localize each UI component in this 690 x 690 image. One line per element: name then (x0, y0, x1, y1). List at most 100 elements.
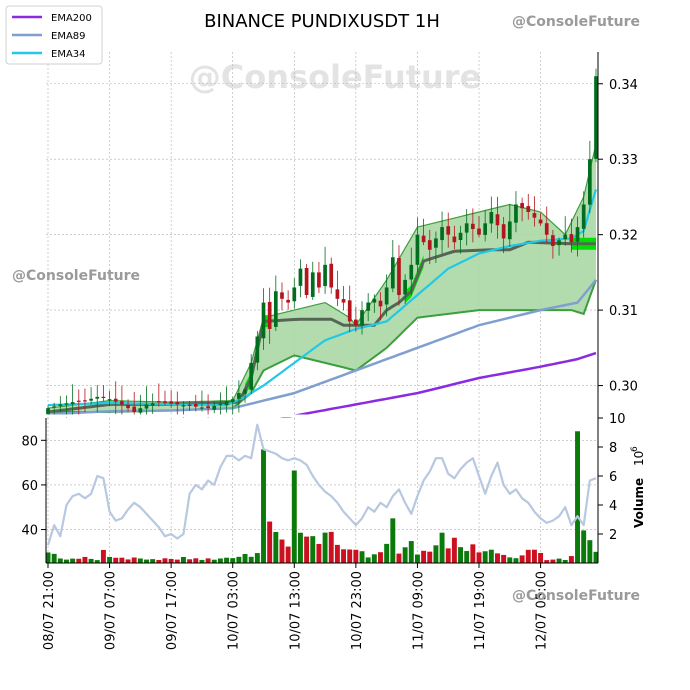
watermark-top-right: @ConsoleFuture (512, 14, 640, 30)
volume-bar (70, 558, 76, 563)
volume-axis-label: Volume 10 6 (630, 446, 646, 528)
volume-bar (575, 431, 580, 563)
candle (224, 386, 229, 413)
candle-body (434, 238, 438, 248)
volume-bar (519, 555, 525, 563)
volume-bar (445, 548, 451, 563)
volume-bar (322, 532, 328, 563)
volume-bar (378, 552, 383, 563)
candle (397, 245, 401, 306)
volume-bar (279, 539, 285, 563)
volume-bar (581, 530, 587, 563)
volume-bar (310, 536, 316, 563)
candle (384, 274, 389, 317)
volume-bar (57, 558, 63, 563)
ema200-line (279, 351, 597, 418)
candle-body (200, 407, 204, 409)
volume-bar (107, 556, 113, 563)
volume-bar (353, 549, 359, 563)
volume-bar (507, 557, 513, 563)
candle (212, 401, 217, 413)
candle (403, 274, 407, 304)
candle-body (230, 399, 235, 403)
volume-bar (359, 551, 365, 563)
time-tick-label: 11/07 19:00 (473, 571, 488, 650)
candle-body (156, 401, 161, 403)
volume-tick-label: 10 (609, 412, 626, 427)
volume-bar (470, 544, 476, 563)
price-tick-label: 0.33 (609, 153, 638, 168)
candle (267, 287, 272, 344)
candle (120, 385, 124, 416)
candle (452, 225, 457, 250)
candle (46, 405, 50, 418)
candle-body (138, 408, 143, 413)
price-tick-label: 0.32 (609, 229, 638, 244)
legend: EMA200 EMA89 EMA34 (5, 5, 103, 65)
candle-body (587, 159, 592, 205)
price-tick-label: 0.30 (609, 380, 638, 395)
candle (587, 140, 592, 214)
candle (126, 399, 130, 413)
candle (471, 208, 475, 243)
volume-bar (593, 551, 598, 563)
candle (101, 385, 106, 402)
candle-body (120, 401, 124, 405)
candle (163, 390, 167, 406)
candle (354, 306, 358, 332)
candle-body (113, 398, 118, 402)
volume-bar (334, 544, 340, 563)
candle (317, 262, 321, 293)
price-panel (46, 68, 598, 418)
candle-body (544, 223, 549, 235)
candle-body (58, 404, 63, 407)
candle-body (132, 406, 137, 412)
candle (421, 218, 426, 246)
price-gridlines (46, 52, 598, 418)
candle-body (415, 234, 420, 265)
volume-bar (230, 558, 236, 563)
oscillator-tick-label: 60 (21, 479, 38, 494)
volume-bar (408, 541, 414, 563)
volume-bar (267, 521, 273, 563)
volume-exponent: 6 (630, 446, 640, 452)
candle (569, 218, 574, 253)
candle-body (169, 401, 173, 404)
volume-bar (556, 558, 562, 563)
legend-label-ema34: EMA34 (51, 49, 86, 60)
candle-body (304, 267, 309, 296)
candle (193, 394, 198, 412)
candle-body (175, 402, 180, 405)
candle (261, 288, 266, 350)
volume-bar (531, 549, 537, 563)
candle (390, 240, 395, 293)
candle (557, 237, 561, 256)
volume-bar (150, 559, 156, 563)
price-tick-label: 0.34 (609, 78, 638, 93)
volume-bar (482, 551, 488, 563)
volume-bar (414, 554, 420, 563)
candle-body (249, 362, 254, 390)
candle (551, 229, 555, 259)
candle-body (514, 204, 518, 223)
volume-bar (433, 545, 439, 563)
oscillator-tick-label: 80 (21, 434, 38, 449)
candle-body (403, 279, 407, 295)
candle-body (520, 203, 524, 209)
candle (526, 193, 531, 220)
candle (329, 257, 334, 294)
candle (175, 391, 180, 416)
candle (304, 264, 309, 299)
volume-bar (501, 554, 507, 563)
candle (440, 211, 444, 254)
candle (52, 402, 57, 416)
candle-body (255, 336, 260, 363)
volume-bar (113, 557, 119, 563)
volume-bar (371, 554, 377, 563)
candle (581, 191, 586, 238)
volume-bar (439, 532, 445, 563)
volume-bar (488, 549, 494, 563)
candle-body (76, 400, 81, 402)
candle (107, 390, 112, 407)
candle-body (95, 396, 100, 399)
